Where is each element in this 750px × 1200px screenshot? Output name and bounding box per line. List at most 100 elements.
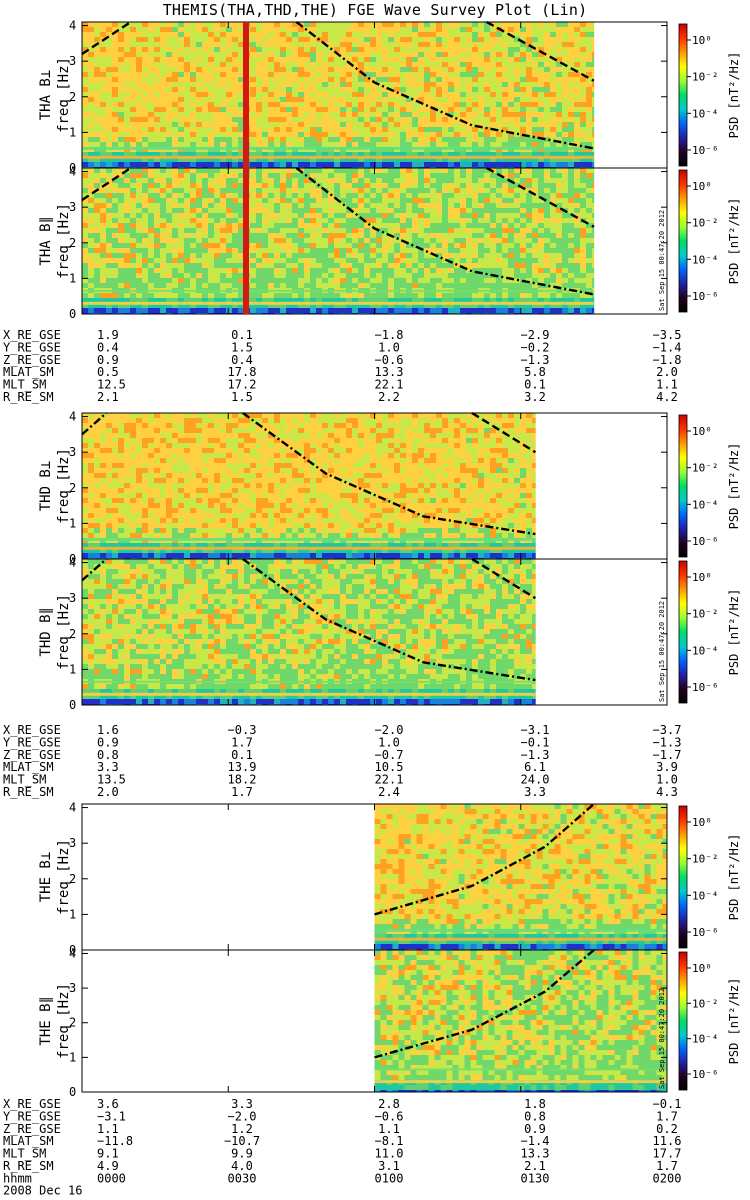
colorbar-tick-label: 10⁻⁴	[692, 253, 719, 266]
model-frequency-curve	[486, 166, 595, 228]
spectrogram-panel-the-perp	[81, 803, 691, 951]
colorbar-tick-label: 10⁻⁶	[692, 535, 719, 548]
spectrogram-data	[374, 804, 668, 951]
y-axis-label: freq [Hz]	[56, 594, 72, 670]
ephemeris-row-label: Z_RE_GSE	[3, 748, 61, 762]
y-tick-label: 0	[69, 1085, 76, 1099]
colorbar-tick-label: 10⁰	[692, 571, 712, 584]
time-tick-label: 0130	[521, 1171, 550, 1185]
ephemeris-value: −8.1	[375, 1134, 404, 1148]
colorbar-tick-label: 10⁻⁴	[692, 1033, 719, 1046]
emission-band	[82, 692, 536, 696]
ephemeris-value: 11.6	[653, 1134, 682, 1148]
colorbar-tick-label: 10⁻²	[692, 217, 719, 230]
ephemeris-row-label: MLT_SM	[3, 773, 46, 787]
panel-title: THE B∥	[38, 996, 54, 1045]
model-frequency-curve	[486, 20, 595, 82]
ephemeris-row-label: MLAT_SM	[3, 760, 54, 774]
ephemeris-value: −0.1	[653, 1097, 682, 1111]
colorbar-label: PSD [nT²/Hz]	[727, 52, 741, 139]
colorbar-tick-label: 10⁻⁶	[692, 926, 719, 939]
ephemeris-value: −2.0	[375, 723, 404, 737]
colorbar	[678, 560, 688, 704]
y-tick-label: 3	[69, 591, 76, 605]
emission-band	[82, 155, 594, 159]
colorbar-tick-label: 10⁻⁶	[692, 1068, 719, 1081]
ephemeris-row-label: R_RE_SM	[3, 785, 54, 799]
ephemeris-value: 0.5	[97, 365, 119, 379]
spectrogram-panel-thd-para	[81, 557, 691, 706]
ephemeris-value: 12.5	[97, 378, 126, 392]
ephemeris-value: −3.1	[97, 1109, 126, 1123]
ephemeris-value: 2.0	[97, 785, 119, 799]
model-frequency-curve	[374, 949, 595, 1059]
ephemeris-row-label: MLT_SM	[3, 378, 46, 392]
ephemeris-row-label: Z_RE_GSE	[3, 1122, 61, 1136]
colorbar-tick-label: 10⁻⁴	[692, 107, 719, 120]
colorbar-tick-label: 10⁻²	[692, 853, 719, 866]
spectrogram-panel-tha-perp	[81, 20, 691, 169]
y-tick-label: 1	[69, 1050, 76, 1064]
ephemeris-value: 4.9	[97, 1159, 119, 1173]
ephemeris-value: 1.9	[97, 328, 119, 342]
time-tick-label: 0030	[228, 1171, 257, 1185]
colorbar-tick-label: 10⁰	[692, 180, 712, 193]
emission-band	[374, 937, 667, 941]
plot-title: THEMIS(THA,THD,THE) FGE Wave Survey Plot…	[162, 1, 588, 19]
y-axis-label: freq [Hz]	[56, 57, 72, 133]
ephemeris-value: −1.3	[521, 748, 550, 762]
time-row-label: hhmm	[3, 1171, 32, 1185]
panel-title: THE B⊥	[38, 852, 54, 903]
colorbar	[678, 169, 688, 313]
colorbar-label: PSD [nT²/Hz]	[727, 198, 741, 285]
y-tick-label: 3	[69, 54, 76, 68]
y-tick-label: 1	[69, 125, 76, 139]
ephemeris-value: 9.9	[231, 1147, 253, 1161]
ephemeris-value: −1.4	[521, 1134, 550, 1148]
y-tick-label: 2	[69, 481, 76, 495]
ephemeris-value: 1.7	[656, 1159, 678, 1173]
model-frequency-curve	[295, 21, 595, 150]
y-tick-label: 1	[69, 907, 76, 921]
tha-spike-feature	[243, 22, 249, 314]
ephemeris-row-label: X_RE_GSE	[3, 723, 61, 737]
ephemeris-value: −3.7	[653, 723, 682, 737]
ephemeris-row-label: MLT_SM	[3, 1147, 46, 1161]
y-tick-label: 4	[69, 165, 76, 179]
ephemeris-value: 2.1	[524, 1159, 546, 1173]
ephemeris-value: 3.9	[656, 760, 678, 774]
colorbar-tick-label: 10⁻²	[692, 71, 719, 84]
panel-title: THA B∥	[38, 216, 54, 265]
colorbar-label: PSD [nT²/Hz]	[727, 978, 741, 1065]
ephemeris-value: 1.5	[231, 390, 253, 404]
emission-band	[374, 1068, 667, 1071]
colorbar-tick-label: 10⁻²	[692, 462, 719, 475]
ephemeris-value: 0.1	[231, 328, 253, 342]
ephemeris-value: 0.1	[231, 748, 253, 762]
ephemeris-value: 1.0	[656, 773, 678, 787]
ephemeris-value: 3.2	[524, 390, 546, 404]
y-tick-label: 0	[69, 698, 76, 712]
y-tick-label: 4	[69, 946, 76, 960]
panel-title: THD B⊥	[38, 461, 54, 512]
ephemeris-value: 17.2	[228, 378, 257, 392]
y-tick-label: 3	[69, 200, 76, 214]
ephemeris-value: 3.3	[524, 785, 546, 799]
ephemeris-value: −1.3	[521, 353, 550, 367]
ephemeris-value: 0.8	[97, 748, 119, 762]
colorbar-tick-label: 10⁻⁴	[692, 889, 719, 902]
model-frequency-curve	[81, 20, 132, 56]
ephemeris-value: 6.1	[524, 760, 546, 774]
ephemeris-value: 2.1	[97, 390, 119, 404]
ephemeris-value: −1.8	[653, 353, 682, 367]
ephemeris-value: 1.2	[231, 1122, 253, 1136]
ephemeris-value: 18.2	[228, 773, 257, 787]
ephemeris-value: 0.9	[524, 1122, 546, 1136]
y-tick-label: 3	[69, 445, 76, 459]
ephemeris-row-label: Y_RE_GSE	[3, 735, 61, 749]
ephemeris-value: −0.1	[521, 735, 550, 749]
ephemeris-row-label: R_RE_SM	[3, 1159, 54, 1173]
colorbar-label: PSD [nT²/Hz]	[727, 834, 741, 921]
ephemeris-value: 17.7	[653, 1147, 682, 1161]
